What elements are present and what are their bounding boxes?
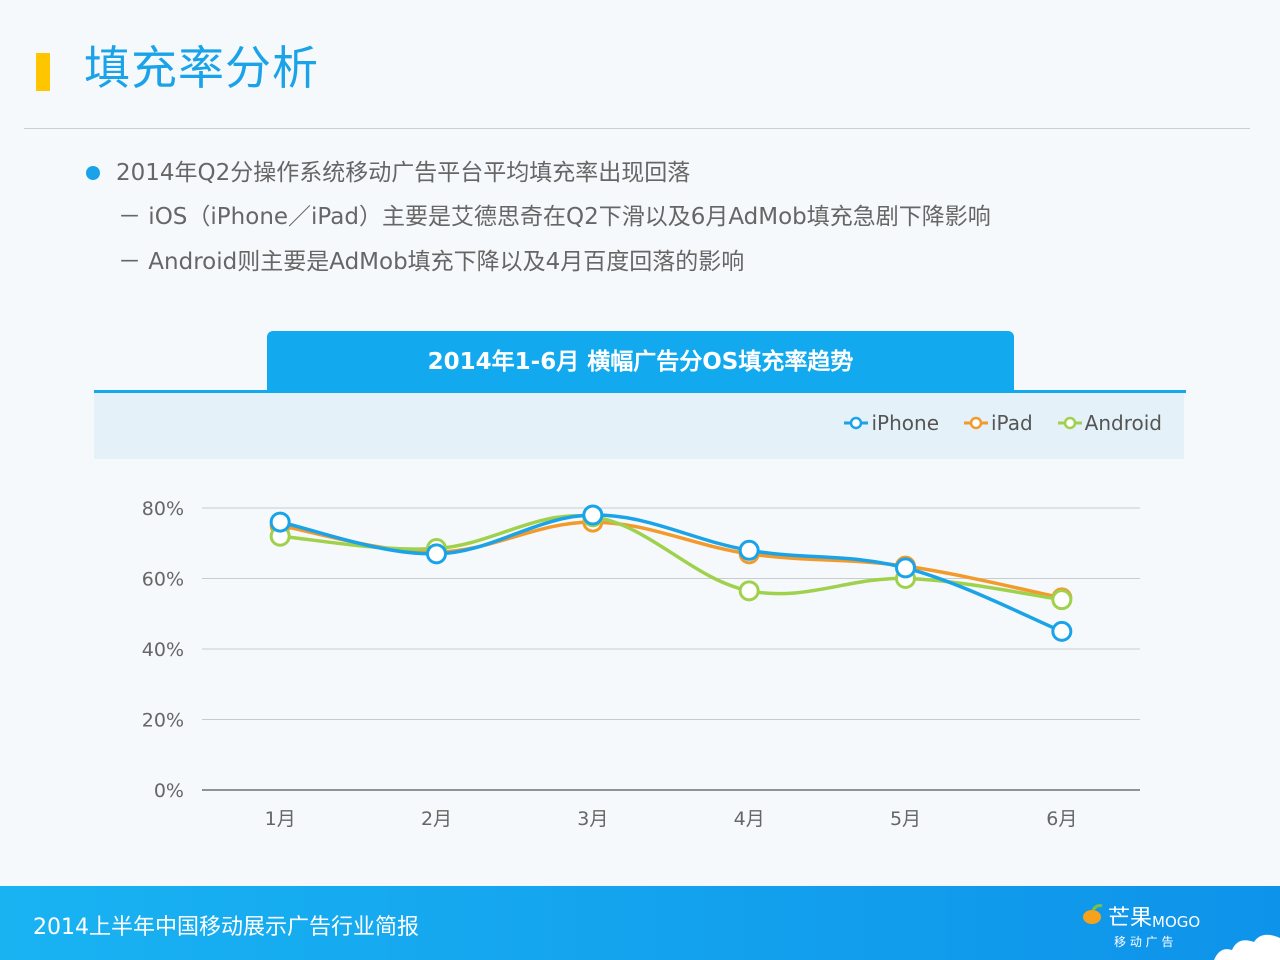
legend-item-iphone: iPhone (843, 411, 939, 435)
data-point-iphone (426, 543, 447, 565)
y-tick-label: 0% (154, 780, 184, 802)
data-point-android (738, 580, 760, 602)
footer-bar (0, 886, 1280, 960)
x-tick-label: 2月 (421, 808, 452, 830)
legend-label-android: Android (1084, 411, 1162, 435)
bullet-text: 2014年Q2分操作系统移动广告平台平均填充率出现回落 (116, 160, 691, 186)
series-line-android (280, 514, 1063, 602)
logo-name: 芒果 (1108, 906, 1152, 931)
series-line-iphone (279, 513, 1063, 633)
y-tick-label: 20% (142, 710, 184, 732)
chart-legend: iPhone iPad Android (843, 411, 1162, 435)
x-tick-label: 6月 (1046, 808, 1077, 830)
title-accent-bar (36, 53, 50, 91)
data-point-iphone (895, 557, 916, 579)
chart-title: 2014年1-6月 横幅广告分OS填充率趋势 (427, 349, 854, 375)
x-tick-label: 5月 (890, 808, 921, 830)
legend-band (94, 393, 1184, 459)
data-point-android (1051, 589, 1073, 611)
line-chart: 0% 20% 40% 60% 80% 1月 2月 3月 4月 5月 6月 (142, 498, 1140, 830)
sub-point-android: － Android则主要是AdMob填充下降以及4月百度回落的影响 (118, 249, 745, 275)
legend-label-iphone: iPhone (871, 411, 939, 435)
title-divider (24, 128, 1250, 129)
legend-marker-iphone-icon (844, 416, 869, 430)
legend-marker-ipad-icon (964, 416, 988, 430)
legend-item-ipad: iPad (963, 411, 1033, 435)
logo-en: MOGO (1152, 913, 1200, 931)
series-line-ipad (279, 520, 1063, 600)
chart-title-tab (267, 331, 1014, 393)
page-title: 填充率分析 (84, 41, 319, 95)
legend-item-android: Android (1057, 411, 1162, 435)
y-tick-label: 40% (142, 639, 184, 661)
y-tick-label: 80% (142, 498, 184, 520)
data-point-iphone (738, 539, 760, 561)
legend-label-ipad: iPad (991, 411, 1033, 435)
x-tick-label: 4月 (734, 808, 765, 830)
mango-logo-icon: 芒果 MOGO 移 动 广 告 (1083, 904, 1200, 949)
x-tick-label: 1月 (265, 808, 296, 830)
data-point-iphone (1051, 620, 1073, 642)
sub-point-ios: － iOS（iPhone／iPad）主要是艾德思奇在Q2下滑以及6月AdMob填… (118, 204, 991, 230)
bullet-dot-icon (86, 166, 100, 180)
legend-marker-android-icon (1057, 416, 1082, 430)
logo-sub: 移 动 广 告 (1114, 935, 1173, 949)
footer-title: 2014上半年中国移动展示广告行业简报 (33, 915, 419, 940)
cloud-decoration-icon (1214, 934, 1280, 960)
data-point-iphone (269, 511, 291, 533)
chart-tab-underline (94, 390, 1186, 393)
y-tick-label: 60% (142, 569, 184, 591)
x-tick-label: 3月 (577, 808, 608, 830)
data-point-iphone (582, 504, 604, 526)
